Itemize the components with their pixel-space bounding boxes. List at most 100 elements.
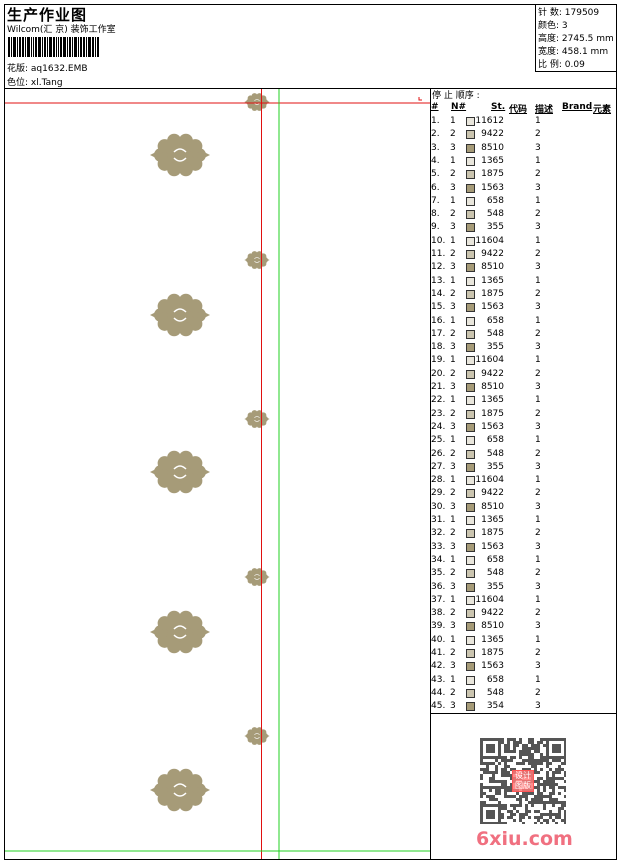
- origin-marker: [418, 97, 422, 101]
- header-divider: [4, 88, 617, 89]
- color-swatch: [466, 582, 475, 592]
- table-row: 15. 3 1563 3: [431, 302, 541, 313]
- table-row: 25. 1 658 1: [431, 435, 541, 446]
- page-title: 生产作业图: [7, 6, 88, 24]
- color-swatch: [466, 156, 475, 166]
- col-needle: N#: [451, 102, 467, 112]
- table-row: 13. 1 1365 1: [431, 275, 541, 286]
- company-name: Wilcom(汇 京) 装饰工作室: [7, 25, 116, 35]
- color-swatch: [466, 183, 475, 193]
- embroidery-motif-small: [244, 410, 270, 428]
- color-swatch: [466, 635, 475, 645]
- col-stitches: St.: [491, 102, 506, 112]
- embroidery-motif-small: [244, 93, 270, 111]
- table-row: 28. 1 11604 1: [431, 475, 541, 486]
- panel-divider: [430, 88, 431, 860]
- embroidery-motif-large: [150, 450, 210, 494]
- table-row: 14. 2 1875 2: [431, 288, 541, 299]
- table-row: 4. 1 1365 1: [431, 155, 541, 166]
- watermark-logo: 6xiu.com: [476, 828, 573, 850]
- table-row: 12. 3 8510 3: [431, 262, 541, 273]
- colorway: 色位: xl.Tang: [7, 78, 63, 88]
- color-swatch: [466, 502, 475, 512]
- seal-stamp: 设计图版: [512, 770, 534, 792]
- design-file: 花版: aq1632.EMB: [7, 64, 88, 74]
- color-swatch: [466, 702, 475, 712]
- table-row: 18. 3 355 3: [431, 342, 541, 353]
- table-row: 32. 2 1875 2: [431, 528, 541, 539]
- color-swatch: [466, 396, 475, 406]
- color-swatch: [466, 622, 475, 632]
- table-row: 41. 2 1875 2: [431, 648, 541, 658]
- table-row: 8. 2 548 2: [431, 209, 541, 220]
- color-swatch: [466, 409, 475, 419]
- table-row: 10. 1 11604 1: [431, 235, 541, 246]
- colorway-value: xl.Tang: [30, 78, 63, 88]
- color-swatch: [466, 422, 475, 432]
- color-swatch: [466, 662, 475, 672]
- table-row: 37. 1 11604 1: [431, 594, 541, 605]
- color-swatch: [466, 117, 475, 126]
- color-swatch: [466, 675, 475, 685]
- embroidery-motif-large: [150, 133, 210, 177]
- embroidery-motif-large: [150, 768, 210, 812]
- col-index: #: [431, 102, 439, 112]
- color-swatch: [466, 436, 475, 446]
- color-swatch: [466, 276, 475, 286]
- table-row: 33. 3 1563 3: [431, 541, 541, 552]
- table-row: 6. 3 1563 3: [431, 182, 541, 193]
- design-file-value: aq1632.EMB: [30, 64, 88, 74]
- color-swatch: [466, 250, 475, 259]
- table-row: 16. 1 658 1: [431, 315, 541, 326]
- table-row: 17. 2 548 2: [431, 328, 541, 339]
- color-swatch: [466, 196, 475, 206]
- barcode: [8, 37, 112, 57]
- color-swatch: [466, 143, 475, 153]
- table-row: 7. 1 658 1: [431, 195, 541, 206]
- color-swatch: [466, 595, 475, 605]
- color-swatch: [466, 555, 475, 565]
- table-row: 36. 3 355 3: [431, 581, 541, 592]
- info-line: 比 例: 0.09: [538, 60, 585, 70]
- table-row: 40. 1 1365 1: [431, 634, 541, 645]
- table-row: 39. 3 8510 3: [431, 621, 541, 632]
- table-row: 42. 3 1563 3: [431, 661, 541, 672]
- table-row: 24. 3 1563 3: [431, 421, 541, 432]
- table-row: 3. 3 8510 3: [431, 142, 541, 153]
- color-swatch: [466, 236, 475, 246]
- color-swatch: [466, 316, 475, 326]
- table-row: 1. 1 11612 1: [431, 116, 541, 126]
- table-row: 2. 2 9422 2: [431, 129, 541, 140]
- info-line: 宽度: 458.1 mm: [538, 47, 609, 57]
- table-row: 34. 1 658 1: [431, 554, 541, 565]
- color-swatch: [466, 303, 475, 313]
- embroidery-motif-small: [244, 727, 270, 745]
- table-row: 44. 2 548 2: [431, 687, 541, 698]
- table-row: 20. 2 9422 2: [431, 368, 541, 379]
- embroidery-motif-large: [150, 293, 210, 337]
- table-row: 26. 2 548 2: [431, 448, 541, 459]
- color-swatch: [466, 329, 475, 339]
- color-swatch: [466, 609, 475, 619]
- color-swatch: [466, 263, 475, 273]
- table-row: 9. 3 355 3: [431, 222, 541, 233]
- info-bottom: [535, 71, 617, 72]
- stop-sequence-title: 停 止 顺序 :: [432, 91, 480, 101]
- table-row: 21. 3 8510 3: [431, 382, 541, 392]
- embroidery-motif-small: [244, 568, 270, 586]
- table-row: 43. 1 658 1: [431, 674, 541, 685]
- color-swatch: [466, 369, 475, 379]
- info-line: 针 数: 179509: [538, 8, 600, 18]
- info-line: 颜色: 3: [538, 21, 568, 31]
- col-description: 描述: [535, 105, 554, 115]
- color-swatch: [466, 289, 475, 299]
- col-brand: Brand: [562, 102, 593, 112]
- color-swatch: [466, 343, 475, 353]
- col-element: 元素: [593, 105, 612, 115]
- table-row: 5. 2 1875 2: [431, 169, 541, 180]
- embroidery-motif-small: [244, 251, 270, 269]
- table-bottom: [430, 713, 617, 714]
- color-swatch: [466, 649, 475, 658]
- table-row: 11. 2 9422 2: [431, 249, 541, 259]
- color-swatch: [466, 170, 475, 180]
